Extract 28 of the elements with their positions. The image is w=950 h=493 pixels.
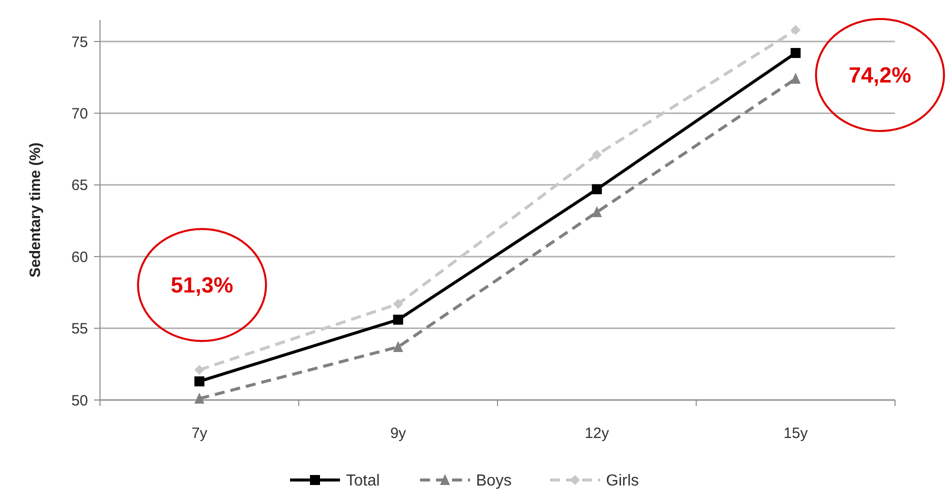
y-tick-label: 75 [71, 34, 88, 51]
annotation: 74,2% [848, 62, 912, 88]
legend-label: Total [346, 472, 380, 490]
x-tick-label: 12y [584, 425, 610, 442]
point [194, 364, 204, 375]
point [592, 206, 602, 218]
annotation: 51,3% [170, 272, 234, 298]
y-tick-label: 60 [71, 248, 88, 266]
x-tick-label: 7y [191, 425, 208, 442]
point [592, 150, 602, 160]
point [790, 48, 801, 58]
x-tick-label: 15y [784, 425, 808, 442]
point [393, 298, 404, 309]
y-tick-label: 50 [71, 392, 88, 410]
point [194, 376, 204, 386]
point [790, 72, 801, 84]
y-tick-label: 70 [71, 105, 88, 122]
y-tick-label: 65 [71, 177, 88, 194]
legend-label: Girls [606, 472, 639, 490]
y-tick-label: 55 [71, 320, 88, 338]
y-axis-title: Sedentary time (%) [27, 142, 44, 278]
point [592, 184, 602, 194]
point [194, 392, 204, 404]
legend-label: Boys [476, 472, 512, 490]
point [790, 25, 801, 36]
point [393, 340, 404, 352]
x-tick-label: 9y [390, 425, 407, 442]
point [393, 314, 404, 325]
